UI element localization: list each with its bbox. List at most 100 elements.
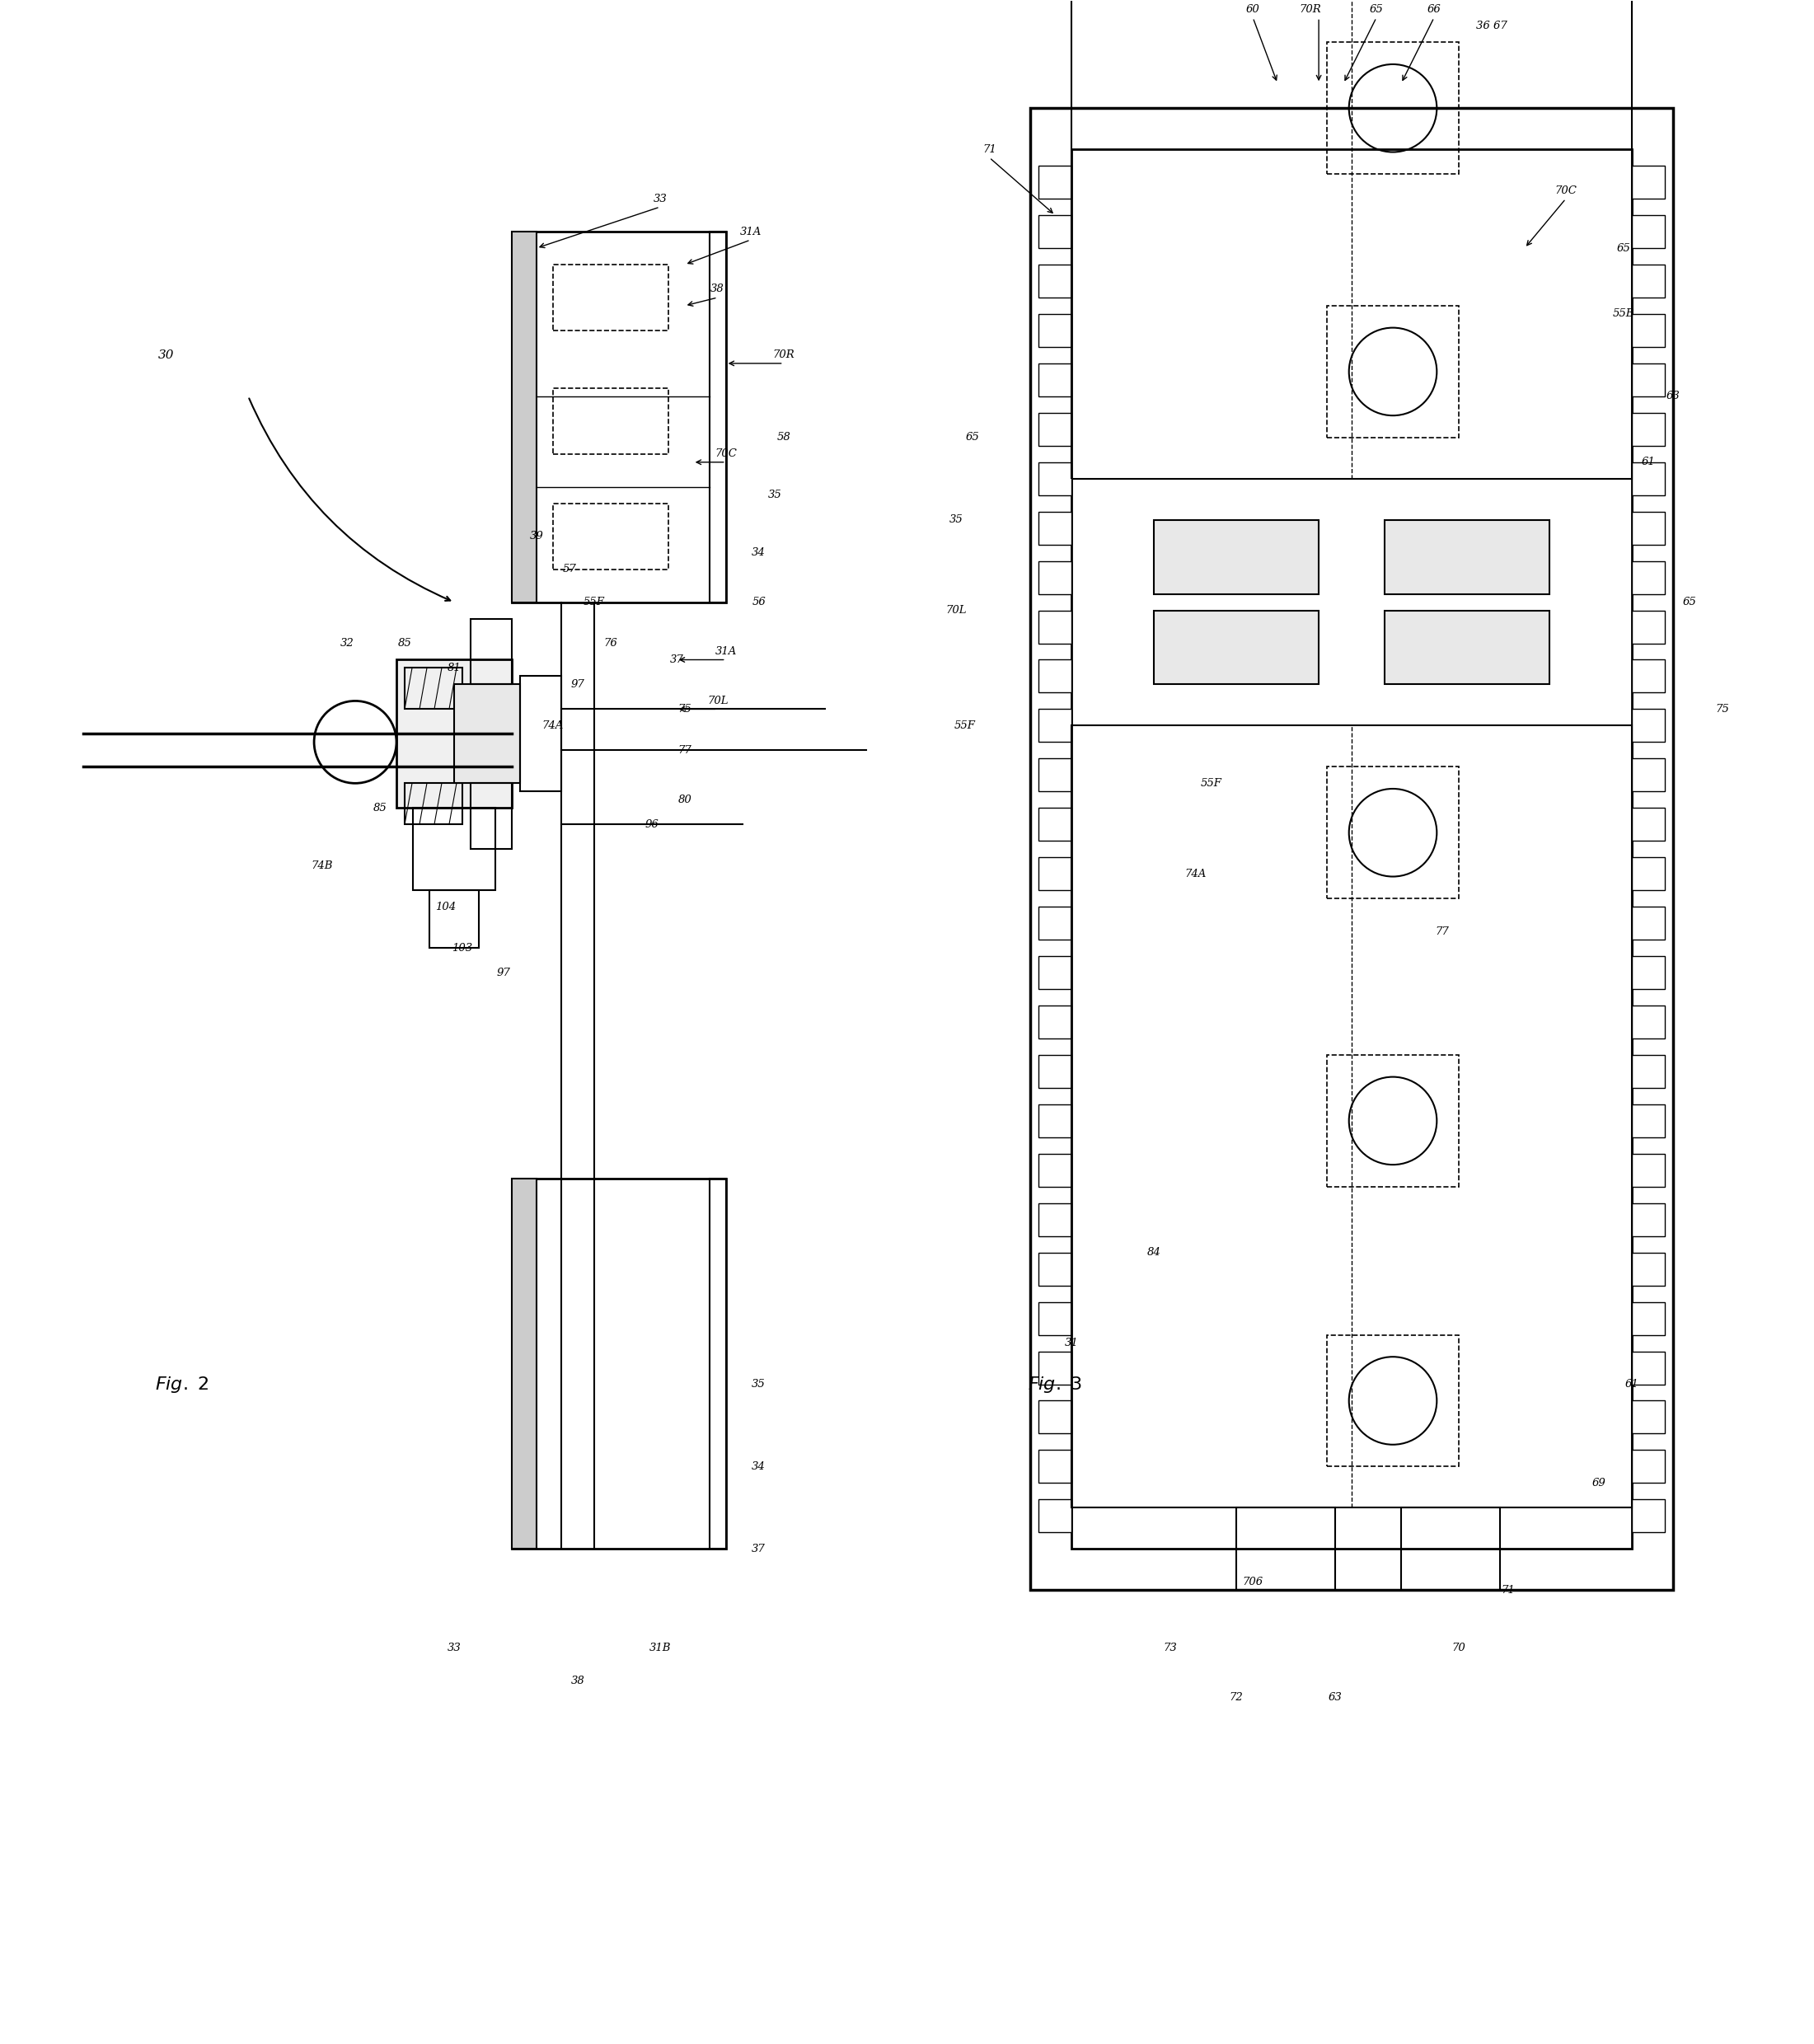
Text: 63: 63 [1665,390,1680,403]
Bar [405,783,463,824]
Bar [1039,462,1072,495]
Text: 31A: 31A [740,227,762,237]
Bar [512,1179,726,1549]
Bar [1039,660,1072,693]
Bar [454,685,521,783]
Bar [1039,511,1072,544]
Bar [553,503,668,568]
Text: 70C: 70C [1555,186,1576,196]
Text: 65: 65 [967,431,980,444]
Text: 55F: 55F [584,597,604,607]
Text: 70R: 70R [773,350,795,360]
Text: 81: 81 [448,662,461,672]
Bar [1631,957,1665,989]
Text: $\mathit{Fig.}$ $\mathit{2}$: $\mathit{Fig.}$ $\mathit{2}$ [156,1374,209,1394]
Bar [1631,264,1665,298]
Text: 56: 56 [751,597,766,607]
Bar [1072,0,1631,478]
Text: $\mathit{Fig.}$ $\mathit{3}$: $\mathit{Fig.}$ $\mathit{3}$ [1029,1374,1083,1394]
Bar [1631,413,1665,446]
Bar [1072,726,1631,1508]
Bar [1631,611,1665,644]
Bar [1030,108,1673,1590]
Text: 74B: 74B [312,861,334,871]
Text: 70: 70 [1451,1641,1466,1654]
Bar [1631,709,1665,742]
Bar [1631,908,1665,940]
Bar [470,619,512,685]
Bar [1631,856,1665,891]
Bar [1039,1302,1072,1335]
Bar [553,388,668,454]
Bar [1039,215,1072,247]
Bar [1631,1006,1665,1038]
Bar [1039,413,1072,446]
Bar [1039,1104,1072,1136]
Bar [1039,758,1072,791]
Bar [1039,315,1072,347]
Bar [1237,1508,1335,1590]
Text: 66: 66 [1428,4,1440,14]
Bar [1328,307,1458,437]
Text: 37: 37 [751,1543,766,1553]
Text: 63: 63 [1328,1692,1342,1703]
Text: 31B: 31B [649,1641,671,1654]
Text: 65: 65 [1616,243,1631,253]
Text: 38: 38 [711,284,724,294]
Text: 74A: 74A [1185,869,1206,879]
Text: 706: 706 [1243,1576,1263,1588]
Text: 76: 76 [604,638,617,648]
Text: 39: 39 [530,531,544,542]
Bar [1631,1153,1665,1188]
Text: 74A: 74A [542,719,564,732]
Bar [1154,611,1319,685]
Text: 61: 61 [1625,1380,1638,1390]
Bar [430,891,479,948]
Text: 61: 61 [1642,456,1654,468]
Text: 31A: 31A [715,646,736,656]
Bar [512,231,537,603]
Bar [1631,1400,1665,1433]
Text: 34: 34 [751,548,766,558]
Bar [1631,1351,1665,1384]
Text: 55F: 55F [1201,779,1223,789]
Bar [1039,908,1072,940]
Text: 85: 85 [374,803,386,814]
Text: 70L: 70L [707,695,727,707]
Text: 77: 77 [678,744,691,756]
Bar [405,668,463,709]
Bar [1631,807,1665,840]
Bar [1328,766,1458,899]
Bar [1039,611,1072,644]
Bar [1039,560,1072,595]
Text: 60: 60 [1246,4,1259,14]
Bar [1631,1500,1665,1533]
Bar [470,783,512,848]
Text: 73: 73 [1163,1641,1177,1654]
Bar [1154,519,1319,595]
Text: 70C: 70C [715,448,736,460]
Text: 103: 103 [452,942,473,953]
Text: 84: 84 [1146,1247,1161,1257]
Bar [512,1179,537,1549]
Bar [1039,166,1072,198]
Bar [1631,215,1665,247]
Bar [1384,519,1549,595]
Text: 96: 96 [644,820,658,830]
Text: 32: 32 [339,638,354,648]
Bar [1631,462,1665,495]
Bar [553,264,668,331]
Bar [1631,1104,1665,1136]
Bar [1631,758,1665,791]
Bar [1631,560,1665,595]
Text: 97: 97 [497,967,510,977]
Bar [1072,149,1631,1549]
Bar [1039,957,1072,989]
Bar [414,807,495,891]
Bar [1328,1335,1458,1466]
Text: 65: 65 [1682,597,1696,607]
Bar [512,231,726,603]
Bar [1039,1055,1072,1087]
Text: 34: 34 [751,1461,766,1472]
Bar [709,231,726,603]
